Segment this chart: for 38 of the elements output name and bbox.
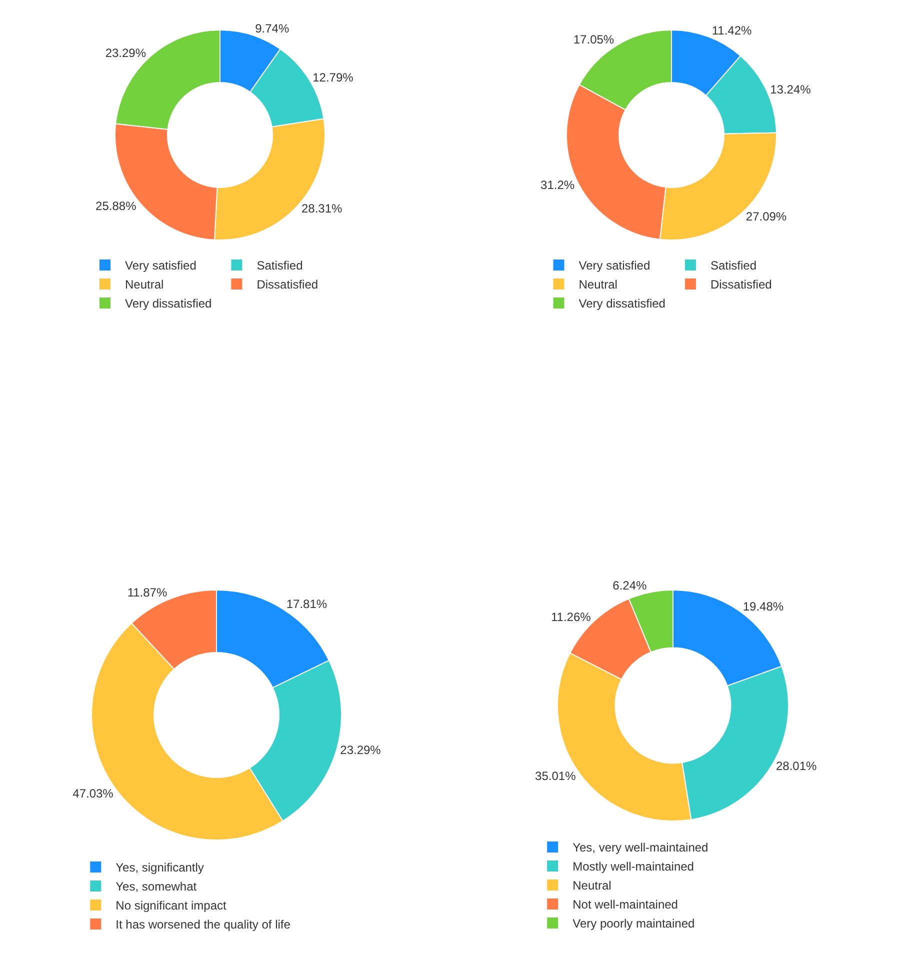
data-label: 6.24% <box>612 578 648 592</box>
legend-label: Dissatisfied <box>710 278 772 292</box>
data-label: 25.88% <box>96 199 137 214</box>
data-label: 12.79% <box>312 70 354 85</box>
legend-label: Not well-maintained <box>572 898 678 912</box>
legend-label: Neutral <box>125 278 164 292</box>
data-label: 19.48% <box>742 599 784 614</box>
legend-label: Very satisfied <box>578 258 650 273</box>
legend-label: Mostly well-maintained <box>572 860 694 874</box>
data-label: 11.42% <box>712 24 752 38</box>
legend-label: Very dissatisfied <box>578 296 666 311</box>
legend-label: Very dissatisfied <box>125 296 212 311</box>
data-label: 11.87% <box>127 586 168 600</box>
data-label: 28.31% <box>301 201 342 216</box>
data-label: 17.81% <box>286 597 328 612</box>
data-label: 28.01% <box>776 759 817 774</box>
legend-label: Satisfied <box>256 258 303 273</box>
legend-label: Satisfied <box>710 258 756 273</box>
legend-label: Yes, significantly <box>116 860 204 875</box>
legend-label: No significant impact <box>116 898 228 913</box>
data-label: 31.2% <box>540 178 575 192</box>
legend-label: Very satisfied <box>125 258 196 273</box>
legend-label: Dissatisfied <box>256 278 318 292</box>
data-label: 11.26% <box>550 610 592 624</box>
data-label: 13.24% <box>770 82 812 96</box>
legend-label: Very poorly maintained <box>572 916 695 931</box>
legend-label: Yes, somewhat <box>116 880 198 894</box>
data-label: 9.74% <box>255 22 290 36</box>
data-label: 17.05% <box>573 32 614 47</box>
legend-label: Neutral <box>572 878 612 893</box>
legend-label: Neutral <box>578 278 618 292</box>
data-label: 23.29% <box>105 46 146 60</box>
data-label: 47.03% <box>72 786 114 800</box>
legend-label: It has worsened the quality of life <box>116 918 291 932</box>
data-label: 23.29% <box>340 743 382 758</box>
data-label: 35.01% <box>535 768 576 783</box>
data-label: 27.09% <box>746 209 787 224</box>
legend-label: Yes, very well-maintained <box>572 840 708 855</box>
